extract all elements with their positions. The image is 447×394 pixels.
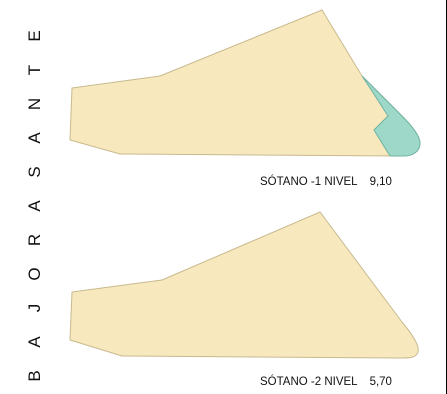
floor-1-level-value: 9,10 [369,176,392,188]
floor-1-label: SÓTANO -1 NIVEL [260,176,358,188]
floor-2-level-value: 5,70 [369,376,392,388]
floor-2-label: SÓTANO -2 NIVEL [260,376,358,388]
floor-2-caption: SÓTANO -2 NIVEL 5,70 [260,376,392,388]
floor-1-caption: SÓTANO -1 NIVEL 9,10 [260,176,392,188]
floor-plan-sotano-2 [69,211,419,359]
floor-plan-sotano-1 [69,9,421,157]
floor-2-footprint [69,211,419,359]
floor-1-accent-zone [361,75,421,157]
